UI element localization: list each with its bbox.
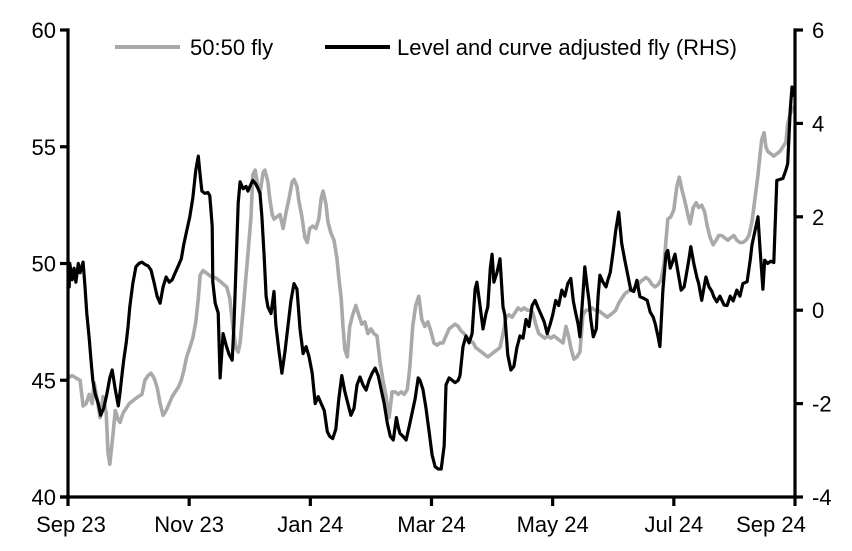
left-axis-tick-label: 60 (32, 18, 56, 43)
x-axis-tick-label: Sep 23 (36, 512, 106, 537)
left-axis-tick-label: 55 (32, 135, 56, 160)
x-axis-tick-label: Sep 24 (736, 512, 806, 537)
x-axis-tick-label: Jul 24 (644, 512, 703, 537)
x-axis-tick-label: Mar 24 (397, 512, 465, 537)
legend-label-adjusted-fly: Level and curve adjusted fly (RHS) (397, 35, 737, 60)
series-line-1 (66, 85, 796, 471)
x-axis-tick-label: Jan 24 (277, 512, 343, 537)
x-axis-tick-label: May 24 (517, 512, 589, 537)
left-axis-tick-label: 50 (32, 252, 56, 277)
left-axis-tick-label: 40 (32, 485, 56, 510)
series-layer (66, 85, 796, 471)
legend: 50:50 fly Level and curve adjusted fly (… (115, 35, 737, 60)
x-axis-tick-label: Nov 23 (154, 512, 224, 537)
right-axis-tick-label: -4 (812, 485, 832, 510)
right-axis-tick-label: 2 (812, 205, 824, 230)
right-axis-tick-label: 0 (812, 298, 824, 323)
right-axis-tick-label: 4 (812, 111, 824, 136)
series-line-0 (66, 105, 796, 467)
right-axis-tick-label: 6 (812, 18, 824, 43)
left-axis-tick-label: 45 (32, 368, 56, 393)
right-axis-tick-label: -2 (812, 392, 832, 417)
legend-label-50-50-fly: 50:50 fly (190, 35, 273, 60)
axes-layer: 60 55 50 45 40 6 4 2 0 -2 -4 Sep 23 Nov 23 Jan 24 Mar … (32, 18, 832, 537)
